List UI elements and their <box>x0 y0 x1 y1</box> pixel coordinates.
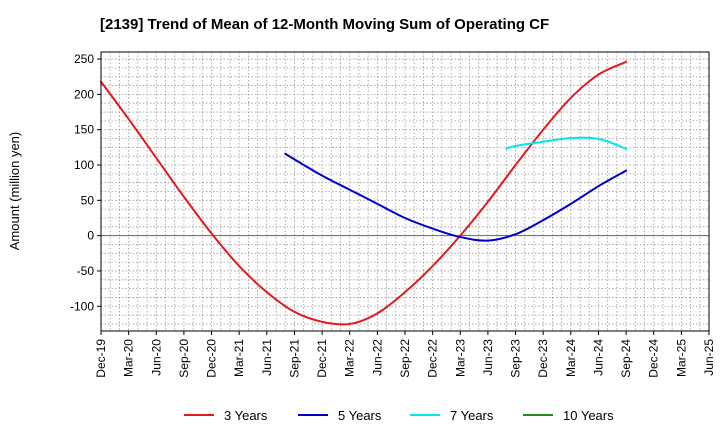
series-line-5-years <box>284 152 628 242</box>
x-tick-label: Jun-21 <box>260 339 274 376</box>
x-tick-label: Sep-22 <box>398 339 412 378</box>
legend-label: 7 Years <box>450 408 494 423</box>
x-tick-label: Jun-20 <box>149 339 163 376</box>
x-tick-label: Mar-24 <box>564 339 578 377</box>
y-tick-label: 250 <box>74 52 94 66</box>
y-tick-label: 0 <box>87 229 94 243</box>
x-tick-label: Mar-21 <box>232 339 246 377</box>
x-axis-ticks: Dec-19 Mar-20 Jun-20 Sep-20 Dec-20 Mar-21 Jun-… <box>94 331 716 378</box>
y-tick-label: 200 <box>74 87 94 101</box>
x-tick-label: Dec-23 <box>536 339 550 378</box>
y-tick-label: 100 <box>74 158 94 172</box>
x-tick-label: Jun-22 <box>370 339 384 376</box>
x-tick-label: Jun-23 <box>481 339 495 376</box>
x-tick-label: Dec-22 <box>426 339 440 378</box>
series-line-3-years <box>100 60 628 326</box>
x-tick-label: Jun-25 <box>702 339 716 376</box>
y-axis-label: Amount (million yen) <box>7 132 22 251</box>
x-tick-label: Sep-21 <box>287 339 301 378</box>
legend: 3 Years 5 Years 7 Years 10 Years <box>184 408 614 423</box>
x-tick-label: Dec-24 <box>647 339 661 378</box>
series-layer <box>100 60 628 326</box>
y-tick-label: -100 <box>70 299 94 313</box>
legend-label: 3 Years <box>224 408 268 423</box>
x-tick-label: Mar-25 <box>674 339 688 377</box>
series-line-7-years <box>505 136 628 150</box>
x-tick-label: Dec-20 <box>205 339 219 378</box>
chart-title: [2139] Trend of Mean of 12-Month Moving … <box>100 16 549 33</box>
legend-label: 10 Years <box>563 408 614 423</box>
x-tick-label: Dec-19 <box>94 339 108 378</box>
y-tick-label: 50 <box>81 193 95 207</box>
x-tick-label: Jun-24 <box>591 339 605 376</box>
x-tick-label: Mar-20 <box>122 339 136 377</box>
x-tick-label: Sep-20 <box>177 339 191 378</box>
y-tick-label: 150 <box>74 123 94 137</box>
x-tick-label: Sep-23 <box>509 339 523 378</box>
x-tick-label: Sep-24 <box>619 339 633 378</box>
y-axis-ticks: 250 200 150 100 50 0 -50 -100 <box>70 52 101 313</box>
y-tick-label: -50 <box>77 264 95 278</box>
grid <box>101 52 709 331</box>
legend-label: 5 Years <box>338 408 382 423</box>
x-tick-label: Mar-23 <box>453 339 467 377</box>
x-tick-label: Mar-22 <box>343 339 357 377</box>
x-tick-label: Dec-21 <box>315 339 329 378</box>
